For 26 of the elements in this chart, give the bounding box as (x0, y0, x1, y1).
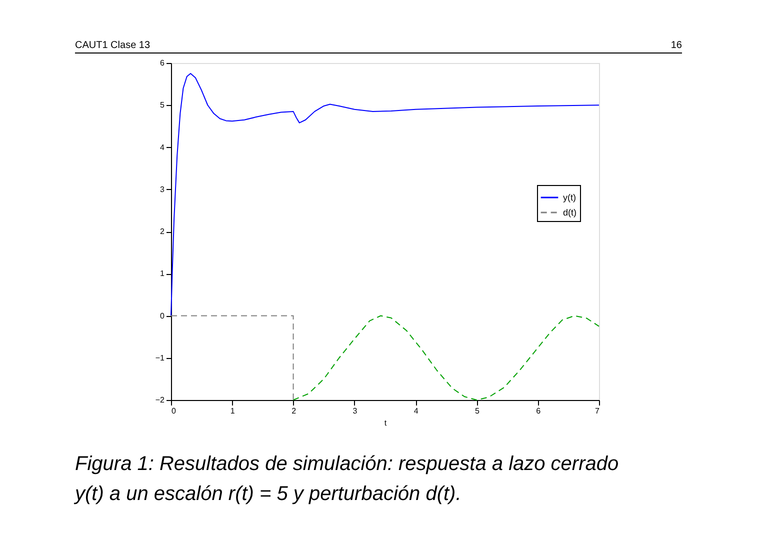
text: 16 (670, 40, 682, 51)
y-tick-label: 2 (160, 227, 166, 236)
text: y(t) a un escalón r(t) = 5 y perturbación d(t). (73, 483, 462, 505)
line-series (170, 73, 600, 316)
x-tick-label: 1 (230, 406, 236, 416)
y-tick-label: 5 (160, 100, 166, 110)
x-tick-label: 0 (172, 406, 176, 416)
x-tick-label: 4 (414, 406, 419, 416)
y-tick-label: 0 (160, 311, 166, 320)
x-tick-label: 5 (474, 406, 480, 416)
x-tick-label: 7 (595, 406, 600, 416)
x-tick-label: 2 (292, 406, 297, 416)
x-tick-label: 3 (352, 406, 358, 416)
y-tick-label: 3 (160, 184, 166, 194)
line-series (292, 315, 600, 400)
legend-label: d(t) (563, 208, 577, 218)
text: CAUT1 Clase 13 (75, 40, 150, 51)
text: Figura 1: Resultados de simulación: respuesta a lazo cerrado (75, 453, 619, 475)
y-tick-label: 6 (160, 58, 166, 68)
y-tick-label: −2 (155, 396, 166, 404)
x-axis-title: t (384, 418, 388, 428)
y-tick-label: 1 (160, 269, 166, 278)
x-tick-label: 6 (536, 406, 542, 416)
y-tick-label: 4 (160, 142, 166, 152)
y-tick-label: −1 (155, 353, 166, 362)
legend-label: y(t) (563, 192, 576, 202)
